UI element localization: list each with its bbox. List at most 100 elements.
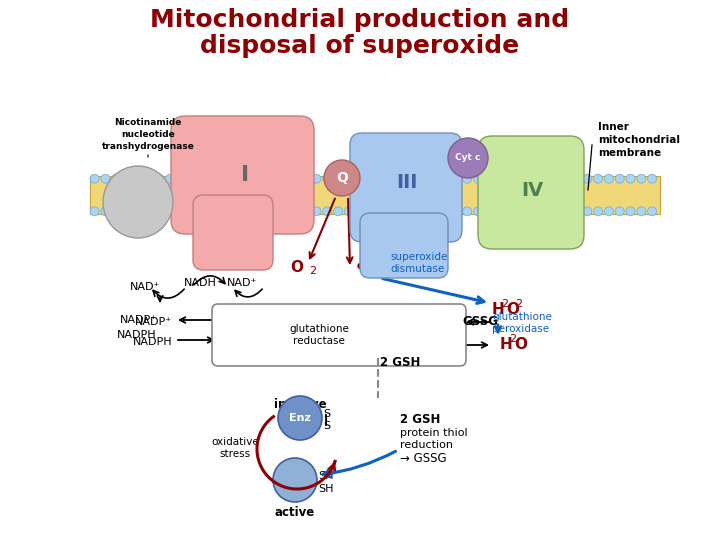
Text: GSSG: GSSG	[462, 315, 498, 328]
Circle shape	[636, 207, 646, 216]
Text: 2 GSH: 2 GSH	[380, 356, 420, 369]
Circle shape	[90, 207, 99, 216]
Bar	[312, 176, 362, 214]
Text: •O: •O	[355, 260, 378, 275]
Circle shape	[593, 174, 603, 183]
Circle shape	[323, 207, 332, 216]
Text: O: O	[514, 337, 527, 352]
Circle shape	[474, 207, 482, 216]
Circle shape	[112, 174, 121, 183]
Text: Inner
mitochondrial
membrane: Inner mitochondrial membrane	[598, 122, 680, 158]
Circle shape	[604, 207, 613, 216]
Circle shape	[452, 207, 461, 216]
Circle shape	[626, 174, 635, 183]
Text: 2: 2	[309, 266, 316, 276]
Circle shape	[324, 160, 360, 196]
Bar	[90, 176, 185, 214]
Circle shape	[344, 174, 354, 183]
Circle shape	[636, 174, 646, 183]
FancyBboxPatch shape	[171, 116, 314, 234]
Circle shape	[485, 174, 493, 183]
Circle shape	[273, 458, 317, 502]
Circle shape	[144, 207, 153, 216]
Text: → GSSG: → GSSG	[400, 452, 446, 465]
Text: NAD⁺: NAD⁺	[227, 278, 257, 288]
FancyBboxPatch shape	[193, 195, 273, 270]
Text: IV: IV	[521, 180, 543, 199]
Circle shape	[485, 207, 493, 216]
Circle shape	[572, 207, 581, 216]
Text: active: active	[275, 506, 315, 519]
Circle shape	[463, 207, 472, 216]
Text: NADPH: NADPH	[132, 337, 172, 347]
Circle shape	[355, 174, 364, 183]
Text: NADP⁺: NADP⁺	[120, 315, 157, 325]
Text: 2: 2	[370, 260, 377, 270]
FancyBboxPatch shape	[360, 213, 448, 278]
Circle shape	[101, 174, 109, 183]
Circle shape	[155, 174, 163, 183]
Ellipse shape	[103, 166, 173, 238]
Text: protein thiol
reduction: protein thiol reduction	[400, 428, 467, 450]
Circle shape	[176, 174, 185, 183]
Text: O: O	[506, 302, 519, 317]
Circle shape	[144, 174, 153, 183]
Text: III: III	[396, 173, 418, 192]
Circle shape	[333, 174, 343, 183]
Circle shape	[312, 207, 321, 216]
Circle shape	[122, 174, 131, 183]
Text: −: −	[377, 258, 385, 268]
Text: 2 GSH: 2 GSH	[400, 413, 441, 426]
Circle shape	[474, 174, 482, 183]
Circle shape	[448, 138, 488, 178]
Bar	[452, 176, 492, 214]
Circle shape	[463, 174, 472, 183]
Text: NADH: NADH	[184, 278, 217, 288]
Circle shape	[176, 207, 185, 216]
Text: H: H	[500, 337, 513, 352]
Circle shape	[582, 207, 592, 216]
Text: 2: 2	[515, 299, 522, 309]
Circle shape	[112, 207, 121, 216]
Circle shape	[452, 174, 461, 183]
Bar	[572, 176, 660, 214]
Text: 2: 2	[501, 299, 508, 309]
Text: Enz: Enz	[289, 413, 311, 423]
Circle shape	[90, 174, 99, 183]
Text: Cyt c: Cyt c	[455, 153, 481, 163]
Text: Q: Q	[336, 171, 348, 185]
Circle shape	[572, 174, 581, 183]
Text: I: I	[241, 165, 249, 185]
Circle shape	[615, 207, 624, 216]
Text: NADPH: NADPH	[117, 330, 157, 340]
Text: NAD⁺: NAD⁺	[130, 282, 160, 292]
Circle shape	[166, 207, 174, 216]
Text: SH: SH	[318, 484, 333, 494]
Circle shape	[333, 207, 343, 216]
Circle shape	[155, 207, 163, 216]
Text: inactive: inactive	[274, 398, 326, 411]
Text: Mitochondrial production and: Mitochondrial production and	[150, 8, 570, 32]
Text: O: O	[290, 260, 303, 275]
Circle shape	[323, 174, 332, 183]
Circle shape	[133, 174, 142, 183]
Circle shape	[604, 174, 613, 183]
Text: S: S	[323, 421, 330, 431]
Text: H: H	[492, 302, 505, 317]
Circle shape	[166, 174, 174, 183]
Circle shape	[122, 207, 131, 216]
Circle shape	[312, 174, 321, 183]
Circle shape	[647, 207, 657, 216]
Circle shape	[133, 207, 142, 216]
Circle shape	[278, 396, 322, 440]
Text: NADP⁺: NADP⁺	[135, 317, 172, 327]
Circle shape	[355, 207, 364, 216]
Circle shape	[626, 207, 635, 216]
Circle shape	[615, 174, 624, 183]
Text: glutathione
peroxidase: glutathione peroxidase	[492, 312, 552, 334]
FancyBboxPatch shape	[350, 133, 462, 242]
Circle shape	[101, 207, 109, 216]
Circle shape	[647, 174, 657, 183]
Circle shape	[344, 207, 354, 216]
Text: superoxide
dismutase: superoxide dismutase	[390, 252, 447, 274]
